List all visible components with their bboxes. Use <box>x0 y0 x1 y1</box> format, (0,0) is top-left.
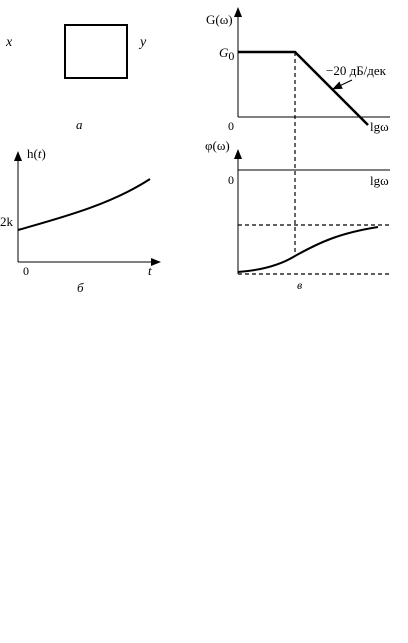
gain-freq-label: lgω <box>370 119 389 134</box>
gain-origin-label: 0 <box>228 119 234 133</box>
panel-a: x y а <box>5 24 147 132</box>
initial-value-label: 2k <box>0 214 14 229</box>
gain-axis-label: G(ω) <box>206 12 233 27</box>
caption-b: б <box>77 280 84 295</box>
t-axis-label: t <box>148 263 152 278</box>
phase-origin-label: 0 <box>228 173 234 187</box>
system-block <box>64 24 128 79</box>
phase-axis-label: φ(ω) <box>205 138 230 153</box>
caption-c: в <box>297 278 302 292</box>
input-label: x <box>5 35 13 50</box>
slope-pointer <box>332 79 353 90</box>
panel-c: G(ω) G0 0 lgω −20 дБ/дек φ(ω) 0 lgω в <box>205 7 390 292</box>
caption-a: а <box>76 117 83 132</box>
step-response-curve <box>17 178 151 231</box>
phase-freq-label: lgω <box>370 173 389 188</box>
output-label: y <box>138 35 147 50</box>
phase-curve <box>237 226 379 273</box>
h-axis-label: h(t) <box>27 146 46 161</box>
panel-b: h(t) 2k 0 t б <box>0 146 161 295</box>
origin-label-b: 0 <box>23 264 29 278</box>
slope-label: −20 дБ/дек <box>326 63 387 78</box>
gain-level-label: G0 <box>219 45 234 63</box>
figure-canvas: x y а h(t) 2k 0 t б G(ω) G0 0 lgω −20 дБ… <box>0 7 390 295</box>
